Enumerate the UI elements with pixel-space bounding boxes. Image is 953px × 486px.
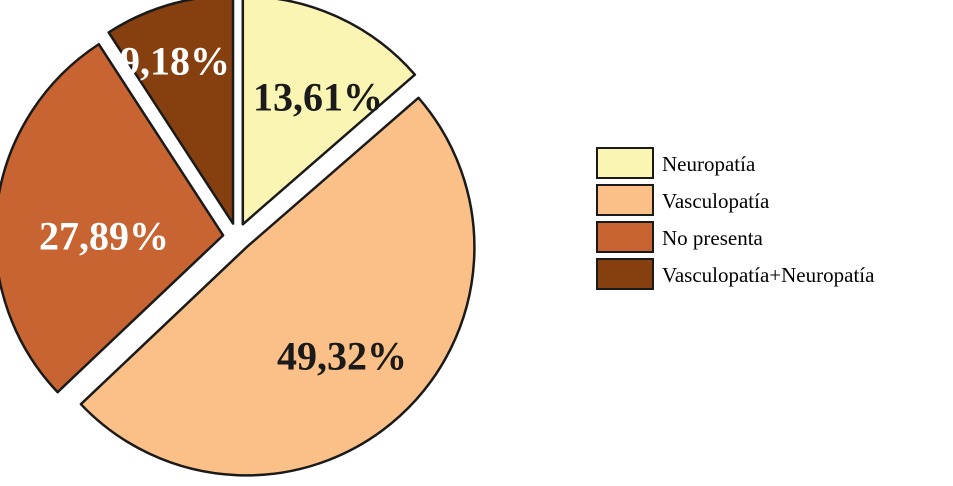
legend-label-vasculopatia: Vasculopatía (662, 189, 770, 213)
pie-slice-neuropatia (241, 0, 417, 226)
slice-label-no-presenta: 27,89% (39, 214, 169, 259)
legend-swatch-vasculopatia-neuropatia (596, 258, 654, 290)
pie-slice-no-presenta (0, 42, 225, 394)
slice-label-vasculopatia-neuropatia: 9,18% (120, 39, 230, 84)
legend-label-neuropatia: Neuropatía (662, 152, 756, 176)
legend-swatch-no-presenta (596, 221, 654, 253)
slice-label-vasculopatia: 49,32% (277, 334, 407, 379)
pie-slice-labels: 13,61% 49,32% 27,89% 9,18% (39, 39, 407, 379)
pie-slice-vasculopatia (79, 96, 476, 477)
legend-swatch-vasculopatia (596, 184, 654, 216)
pie-slice-vasculopatia-neuropatia (107, 0, 235, 225)
pie-slices (0, 0, 476, 477)
legend-label-no-presenta: No presenta (662, 226, 764, 250)
slice-label-neuropatia: 13,61% (253, 75, 383, 120)
legend-label-vasculopatia-neuropatia: Vasculopatía+Neuropatía (662, 263, 875, 287)
legend: Neuropatía Vasculopatía No presenta Vasculo… (596, 147, 875, 290)
legend-swatch-neuropatia (596, 147, 654, 179)
